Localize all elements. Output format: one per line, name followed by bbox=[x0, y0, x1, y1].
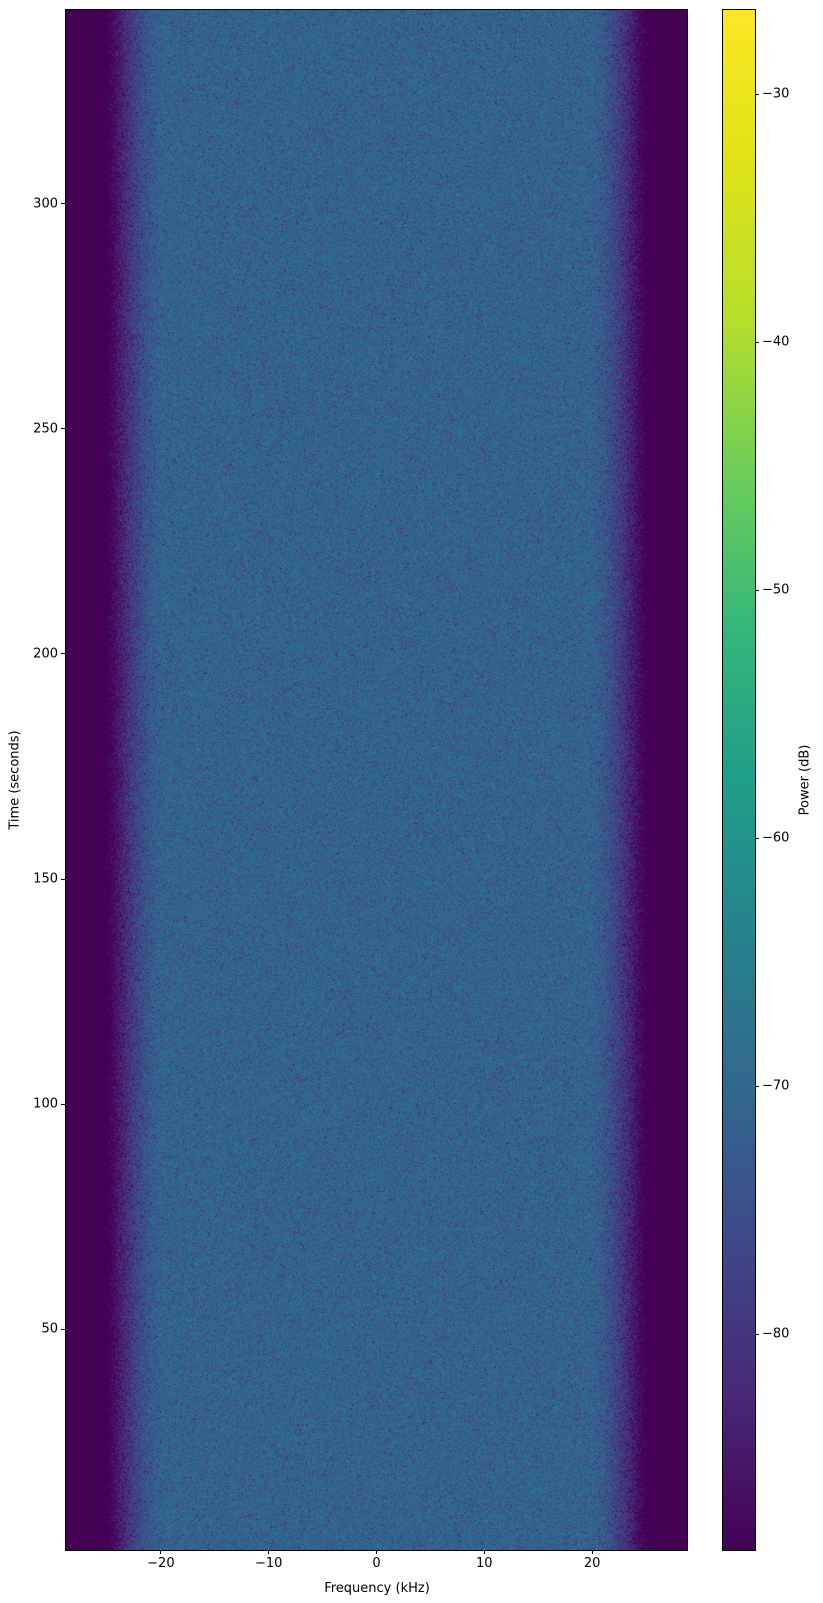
y-tick-label: 100 bbox=[33, 1096, 58, 1112]
plot-area bbox=[65, 9, 688, 1551]
y-tick-label: 250 bbox=[33, 421, 58, 437]
x-tick-mark bbox=[268, 1550, 270, 1554]
y-tick-mark bbox=[61, 1328, 65, 1330]
colorbar-tick-label: −50 bbox=[762, 582, 790, 598]
x-tick-mark bbox=[591, 1550, 593, 1554]
y-tick-mark bbox=[61, 878, 65, 880]
x-tick-mark bbox=[483, 1550, 485, 1554]
x-tick-label: 0 bbox=[372, 1556, 381, 1571]
colorbar bbox=[722, 9, 756, 1551]
x-tick-mark bbox=[376, 1550, 377, 1554]
y-tick-label: 200 bbox=[33, 646, 58, 662]
colorbar-label: Power (dB) bbox=[797, 744, 813, 816]
spectrogram-heatmap bbox=[66, 10, 687, 1550]
colorbar-tick-mark bbox=[755, 93, 759, 95]
x-tick-label: 20 bbox=[583, 1556, 601, 1571]
colorbar-tick-label: −30 bbox=[762, 86, 790, 102]
colorbar-tick-mark bbox=[755, 1333, 759, 1335]
y-tick-mark bbox=[61, 203, 65, 205]
x-axis-label: Frequency (kHz) bbox=[324, 1581, 430, 1596]
colorbar-tick-mark bbox=[755, 589, 759, 591]
y-axis-label: Time (seconds) bbox=[7, 730, 23, 830]
y-tick-label: 50 bbox=[41, 1321, 58, 1337]
x-tick-label: 10 bbox=[476, 1556, 493, 1571]
colorbar-tick-label: −60 bbox=[762, 830, 790, 846]
colorbar-tick-label: −70 bbox=[762, 1078, 790, 1094]
x-tick-label: −20 bbox=[147, 1556, 175, 1571]
colorbar-tick-mark bbox=[755, 837, 759, 839]
x-tick-label: −10 bbox=[254, 1556, 283, 1571]
y-tick-mark bbox=[61, 428, 65, 430]
y-tick-mark bbox=[61, 1103, 65, 1105]
colorbar-tick-label: −40 bbox=[762, 334, 790, 350]
colorbar-tick-mark bbox=[755, 1085, 759, 1087]
y-tick-mark bbox=[61, 653, 65, 655]
x-tick-mark bbox=[160, 1550, 162, 1554]
y-tick-label: 150 bbox=[33, 871, 58, 887]
colorbar-tick-label: −80 bbox=[762, 1326, 790, 1342]
y-tick-label: 300 bbox=[33, 196, 58, 212]
colorbar-tick-mark bbox=[755, 341, 759, 343]
